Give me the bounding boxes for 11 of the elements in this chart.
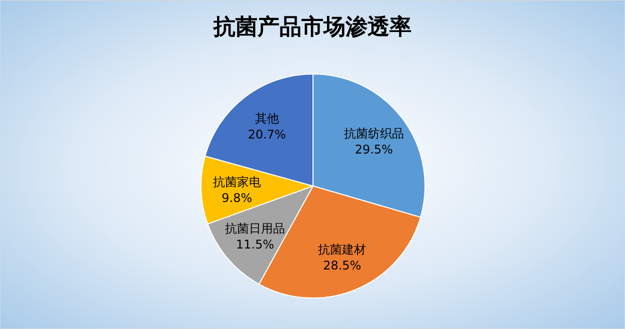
slice-label: 抗菌建材 [318,242,366,256]
slice-label: 抗菌纺织品 [344,126,404,140]
data-label: 9.8% [222,190,252,205]
slice-label: 抗菌日用品 [225,221,286,236]
chart-title: 抗菌产品市场渗透率 [212,14,412,40]
data-label: 20.7% [248,127,286,142]
data-label: 28.5% [323,258,362,272]
slice-label: 抗菌家电 [212,174,261,189]
data-label: 11.5% [236,237,274,252]
data-label: 29.5% [354,142,393,156]
slice-label: 其他 [254,111,279,126]
